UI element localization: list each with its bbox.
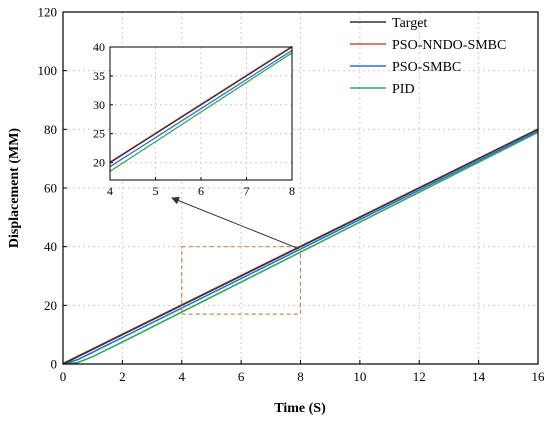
x-tick-label: 10	[353, 369, 366, 384]
inset-y-tick-label: 40	[93, 40, 105, 54]
y-tick-label: 0	[51, 357, 58, 372]
x-tick-label: 4	[179, 369, 186, 384]
x-axis-title: Time (S)	[274, 401, 326, 416]
zoom-box	[181, 246, 302, 315]
x-tick-label: 0	[60, 369, 67, 384]
grid-layer	[63, 12, 538, 364]
legend-label: Target	[392, 16, 427, 31]
inset-frame	[109, 46, 293, 181]
x-tick-label: 6	[238, 369, 245, 384]
zoom-layer	[171, 196, 302, 315]
legend-label: PSO-SMBC	[392, 60, 461, 75]
series-layer	[62, 128, 539, 365]
legend-label: PSO-NNDO-SMBC	[392, 38, 506, 53]
inset-y-tick-label: 20	[93, 156, 105, 170]
series-line	[62, 128, 539, 365]
x-tick-label: 12	[413, 369, 426, 384]
x-tick-label: 8	[297, 369, 304, 384]
inset-layer: 4 5 6 7 8 20 25 30 35 40	[93, 40, 295, 198]
x-tick-label: 2	[119, 369, 126, 384]
legend-layer: Target PSO-NNDO-SMBC PSO-SMBC PID	[350, 16, 506, 97]
x-tick-label: 16	[532, 369, 546, 384]
zoom-arrow	[171, 196, 299, 250]
inset-y-tick-label: 35	[93, 69, 105, 83]
inset-x-tick-label: 7	[244, 184, 250, 198]
inset-x-tick-label: 4	[107, 184, 113, 198]
y-tick-label: 120	[38, 5, 58, 20]
inset-y-tick-label: 30	[93, 98, 105, 112]
inset-series-line	[109, 49, 293, 168]
y-tick-label: 60	[44, 181, 57, 196]
inset-series-line	[109, 52, 293, 172]
axes-layer: 0 2 4 6 8 10 12 14 16 0 20 40 60 80 100 120	[38, 5, 546, 385]
inset-y-tick-label: 25	[93, 127, 105, 141]
inset-x-tick-label: 6	[198, 184, 204, 198]
inset-x-tick-label: 5	[153, 184, 159, 198]
y-tick-label: 20	[44, 298, 57, 313]
series-line	[62, 130, 539, 365]
y-tick-label: 100	[38, 63, 58, 78]
y-tick-label: 40	[44, 239, 57, 254]
y-axis-title: Displacement (MM)	[7, 128, 22, 248]
plot-frame	[62, 11, 539, 365]
inset-x-tick-label: 8	[289, 184, 295, 198]
legend-label: PID	[392, 82, 415, 97]
series-line	[62, 131, 539, 365]
x-tick-label: 14	[472, 369, 486, 384]
inset-series-line	[109, 46, 293, 164]
y-tick-label: 80	[44, 122, 57, 137]
